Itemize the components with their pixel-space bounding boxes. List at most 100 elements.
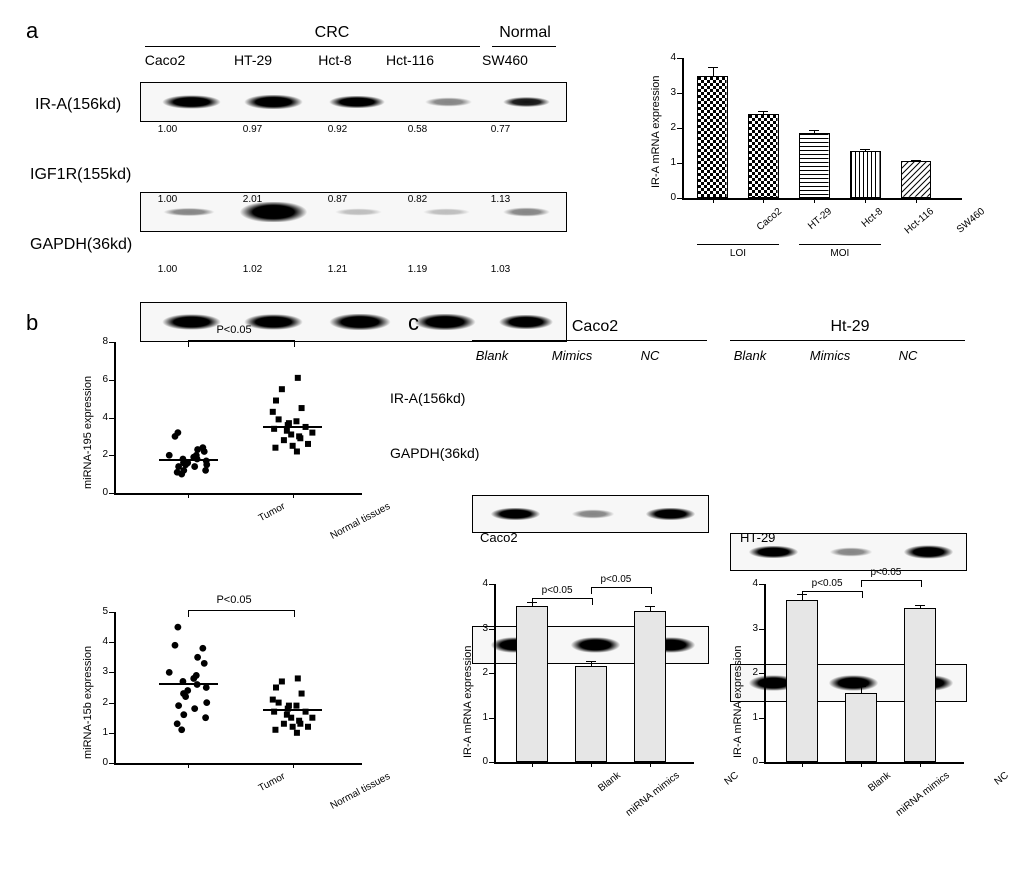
p-value: P<0.05 [216, 594, 251, 606]
bracket [802, 591, 863, 598]
quant-ira-4: 0.77 [483, 124, 518, 135]
moi-line [799, 244, 880, 245]
quant-ira-0: 1.00 [150, 124, 185, 135]
c-cond-0-2: NC [620, 348, 680, 363]
ytick-label: 0 [654, 192, 676, 203]
ytick [677, 198, 682, 199]
quant-igf1r-2: 0.87 [320, 194, 355, 205]
xtick [293, 493, 294, 498]
bracket [532, 598, 593, 605]
err-cap [915, 605, 925, 606]
bar-0 [786, 600, 818, 762]
label-igf1r: IGF1R(155kd) [30, 166, 131, 184]
xtick [188, 763, 189, 768]
xtick [650, 762, 651, 767]
axis-x [764, 762, 964, 764]
panel-letter-b: b [26, 310, 38, 336]
xtick [763, 198, 764, 203]
axis-x [494, 762, 694, 764]
xlabel-4: SW460 [934, 206, 987, 253]
panel-a-col-2: Hct-8 [300, 52, 370, 68]
c-cond-1-0: Blank [720, 348, 780, 363]
ytick [677, 93, 682, 94]
panel-b-scatter-top: 02468miRNA-195 expressionTumorNormal tis… [70, 320, 370, 545]
bracket [861, 580, 922, 587]
xtick [920, 762, 921, 767]
xtick [293, 763, 294, 768]
blot-ira [140, 82, 567, 122]
panel-letter-a: a [26, 18, 38, 44]
xtick [814, 198, 815, 203]
ytick [489, 718, 494, 719]
panel-a-col-1: HT-29 [218, 52, 288, 68]
c-cond-0-1: Mimics [542, 348, 602, 363]
ytick [759, 718, 764, 719]
xtick [713, 198, 714, 203]
panel-c-bar-caco2: 01234IR-A mRNA expressionBlankmiRNA mimi… [450, 550, 700, 840]
c-cond-0-0: Blank [462, 348, 522, 363]
quant-igf1r-3: 0.82 [400, 194, 435, 205]
quant-gapdh-3: 1.19 [400, 264, 435, 275]
bar-2 [904, 608, 936, 762]
mean-line [263, 426, 323, 428]
ytick [677, 163, 682, 164]
bar-2 [634, 611, 666, 762]
err-cap [758, 111, 768, 112]
quant-gapdh-0: 1.00 [150, 264, 185, 275]
err-cap [860, 149, 870, 150]
c-cell-line-1 [472, 340, 707, 341]
ytick [677, 128, 682, 129]
xlabel-2: Hct-8 [832, 206, 885, 253]
err-cap [856, 686, 866, 687]
ytick-label: 4 [736, 578, 758, 589]
ytick [489, 673, 494, 674]
ytick [489, 584, 494, 585]
ytick [489, 762, 494, 763]
ytick [759, 673, 764, 674]
ytick [489, 629, 494, 630]
p-bracket [188, 340, 294, 347]
c-cell-caco2: Caco2 [555, 318, 635, 336]
c-cell-ht29: Ht-29 [810, 318, 890, 336]
bar-0 [516, 606, 548, 762]
err [713, 67, 714, 76]
panel-a-col-3: Hct-116 [375, 52, 445, 68]
top-label-crc: CRC [302, 24, 362, 42]
axis-y [764, 584, 766, 762]
crc-underline [145, 46, 480, 47]
bar-Caco2 [697, 76, 728, 199]
quant-ira-3: 0.58 [400, 124, 435, 135]
bar-Hct-116 [850, 151, 881, 198]
pval: p<0.05 [542, 585, 573, 596]
c-cond-1-1: Mimics [800, 348, 860, 363]
quant-gapdh-1: 1.02 [235, 264, 270, 275]
axis-y [682, 58, 684, 198]
p-value: P<0.05 [216, 324, 251, 336]
mean-line [159, 683, 219, 685]
quant-ira-2: 0.92 [320, 124, 355, 135]
xlabel-0: Caco2 [731, 206, 784, 253]
pval: p<0.05 [600, 574, 631, 585]
top-label-normal: Normal [495, 24, 555, 42]
ytick-label: 4 [654, 52, 676, 63]
quant-igf1r-0: 1.00 [150, 194, 185, 205]
pval: p<0.05 [870, 567, 901, 578]
panel-a-col-4: SW460 [470, 52, 540, 68]
axis-y [494, 584, 496, 762]
xtick [916, 198, 917, 203]
c-bars-ht29-title: HT-29 [740, 530, 775, 545]
label-ira: IR-A(156kd) [35, 96, 121, 114]
y-axis-label: IR-A mRNA expression [732, 646, 744, 758]
ytick [759, 584, 764, 585]
ytick-label: 3 [466, 623, 488, 634]
bar-HT-29 [748, 114, 779, 198]
c-cell-line-2 [730, 340, 965, 341]
panel-a-bar-chart: 01234IR-A mRNA expressionCaco2HT-29Hct-8… [640, 50, 970, 270]
ytick [759, 629, 764, 630]
y-axis-label: IR-A mRNA expression [462, 646, 474, 758]
xlabel-1: HT-29 [781, 206, 834, 253]
quant-igf1r-4: 1.13 [483, 194, 518, 205]
ytick [759, 762, 764, 763]
xtick [188, 493, 189, 498]
bar-SW460 [901, 161, 932, 198]
